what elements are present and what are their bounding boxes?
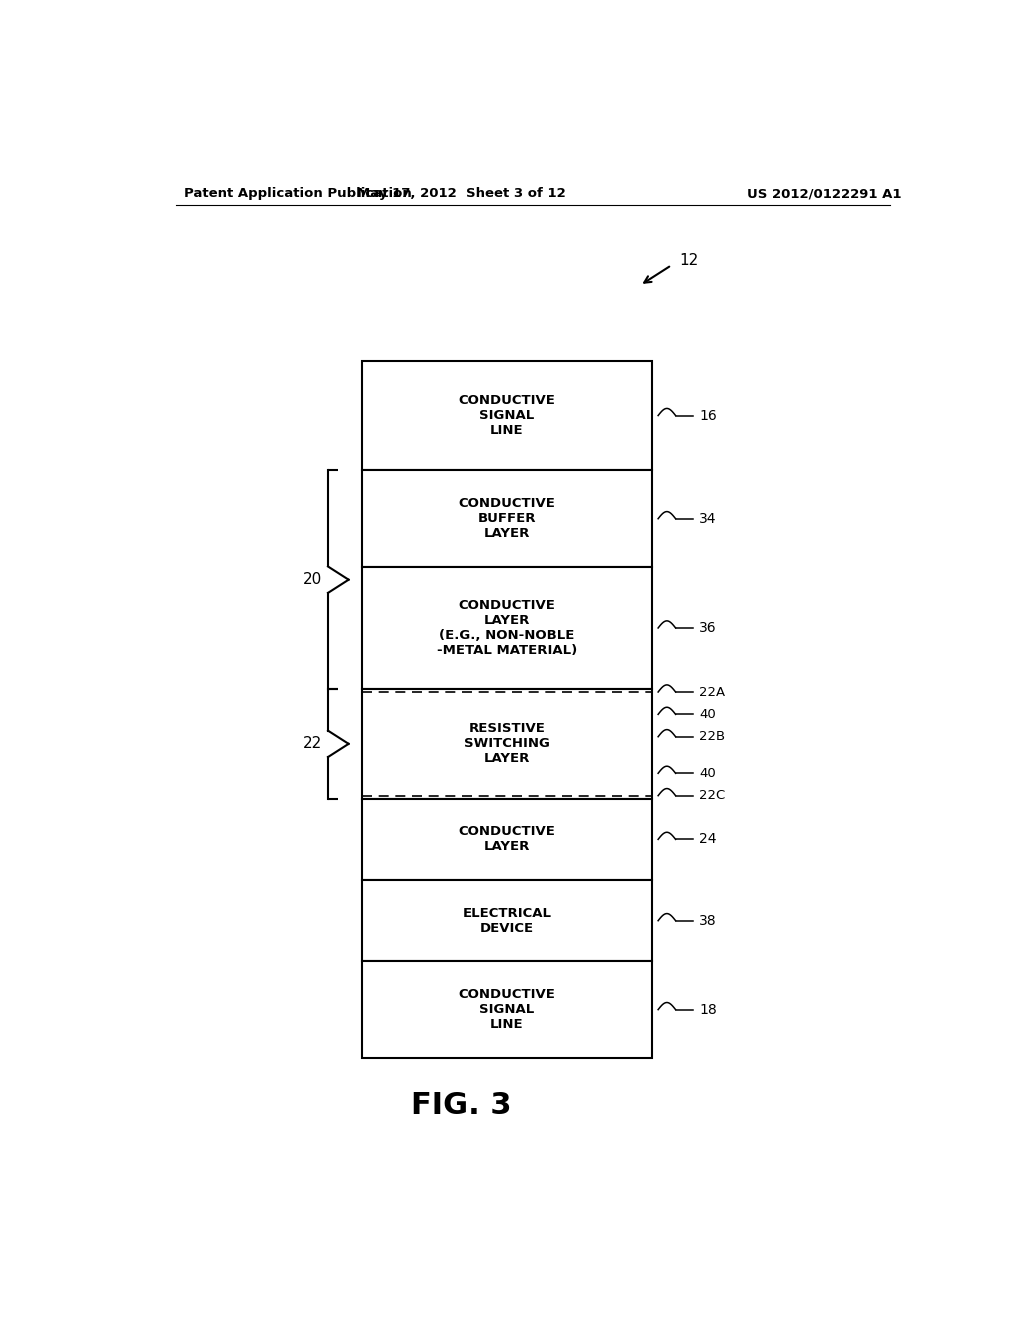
Text: 22A: 22A (699, 685, 726, 698)
Bar (362, 880, 651, 961)
Text: 22B: 22B (699, 730, 726, 743)
Text: 16: 16 (699, 409, 717, 422)
Text: 20: 20 (303, 572, 323, 587)
Text: FIG. 3: FIG. 3 (411, 1092, 512, 1121)
Bar (362, 470, 651, 568)
Text: 12: 12 (680, 252, 698, 268)
Text: 18: 18 (699, 1003, 717, 1016)
Text: 40: 40 (699, 767, 716, 780)
Text: 40: 40 (699, 708, 716, 721)
Text: CONDUCTIVE
LAYER
(E.G., NON-NOBLE
-METAL MATERIAL): CONDUCTIVE LAYER (E.G., NON-NOBLE -METAL… (437, 599, 578, 657)
Text: CONDUCTIVE
BUFFER
LAYER: CONDUCTIVE BUFFER LAYER (459, 498, 555, 540)
Bar (362, 961, 651, 1057)
Bar (362, 799, 651, 880)
Bar (362, 689, 651, 799)
Text: 38: 38 (699, 913, 717, 928)
Text: 36: 36 (699, 620, 717, 635)
Text: ELECTRICAL
DEVICE: ELECTRICAL DEVICE (463, 907, 552, 935)
Text: US 2012/0122291 A1: US 2012/0122291 A1 (748, 187, 901, 201)
Text: May 17, 2012  Sheet 3 of 12: May 17, 2012 Sheet 3 of 12 (357, 187, 565, 201)
Text: 34: 34 (699, 512, 717, 525)
Text: CONDUCTIVE
SIGNAL
LINE: CONDUCTIVE SIGNAL LINE (459, 989, 555, 1031)
Text: CONDUCTIVE
SIGNAL
LINE: CONDUCTIVE SIGNAL LINE (459, 395, 555, 437)
Bar (362, 360, 651, 470)
Bar (362, 568, 651, 689)
Text: Patent Application Publication: Patent Application Publication (183, 187, 412, 201)
Text: RESISTIVE
SWITCHING
LAYER: RESISTIVE SWITCHING LAYER (464, 722, 550, 766)
Text: 22C: 22C (699, 789, 726, 803)
Text: 24: 24 (699, 833, 717, 846)
Text: CONDUCTIVE
LAYER: CONDUCTIVE LAYER (459, 825, 555, 854)
Text: 22: 22 (303, 737, 323, 751)
